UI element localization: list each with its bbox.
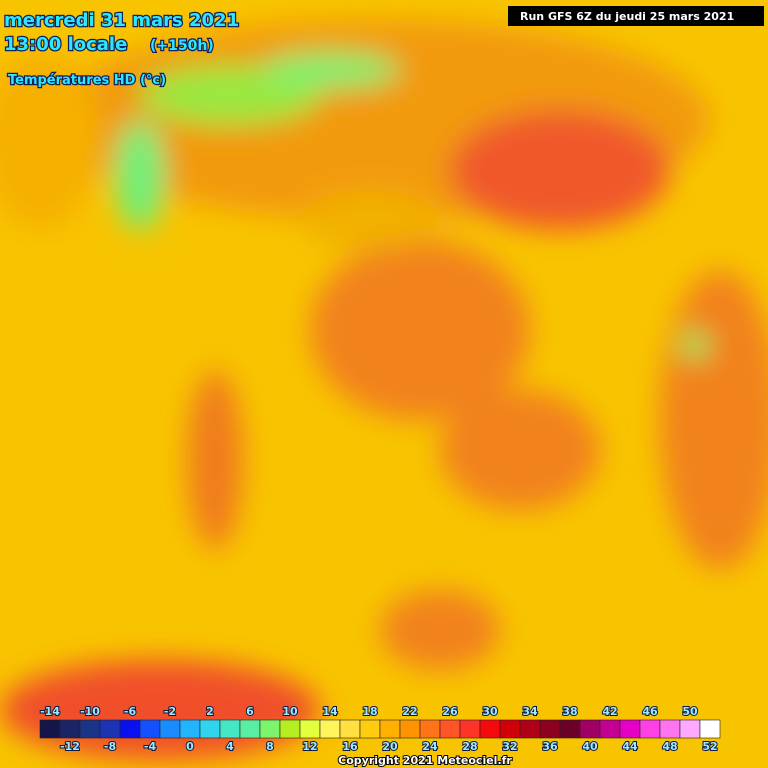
- legend-swatch: [99, 719, 121, 739]
- forecast-lead: (+150h): [150, 38, 214, 54]
- parameter-name: Températures HD (°c): [8, 73, 166, 88]
- legend-label: 42: [602, 705, 617, 718]
- legend-swatch: [439, 719, 461, 739]
- legend-swatch: [459, 719, 481, 739]
- legend-swatch: [559, 719, 581, 739]
- legend-swatch: [699, 719, 721, 739]
- legend-label: 48: [662, 740, 677, 753]
- legend-swatch: [139, 719, 161, 739]
- run-info: Run GFS 6Z du jeudi 25 mars 2021: [520, 10, 734, 23]
- legend-swatch: [39, 719, 61, 739]
- legend-swatch: [259, 719, 281, 739]
- legend-swatch: [579, 719, 601, 739]
- legend-label: 38: [562, 705, 577, 718]
- legend-swatch: [539, 719, 561, 739]
- legend-swatch: [639, 719, 661, 739]
- legend-label: 46: [642, 705, 658, 718]
- legend-label: -4: [144, 740, 157, 753]
- legend-swatch: [79, 719, 101, 739]
- legend-label: 52: [702, 740, 717, 753]
- legend-swatch: [239, 719, 261, 739]
- legend-label: -6: [124, 705, 137, 718]
- color-legend: -14-12-10-8-6-4-202468101214161820222426…: [39, 704, 721, 754]
- legend-label: 26: [442, 705, 458, 718]
- forecast-date: mercredi 31 mars 2021: [4, 10, 239, 31]
- legend-swatch: [379, 719, 401, 739]
- legend-label: 36: [542, 740, 558, 753]
- legend-label: 22: [402, 705, 417, 718]
- legend-swatch: [419, 719, 441, 739]
- legend-label: 8: [266, 740, 274, 753]
- legend-label: 2: [206, 705, 214, 718]
- legend-label: 14: [322, 705, 338, 718]
- legend-swatch: [479, 719, 501, 739]
- legend-swatch: [159, 719, 181, 739]
- legend-swatch: [319, 719, 341, 739]
- forecast-time: 13:00 locale: [4, 34, 127, 55]
- legend-label: 12: [302, 740, 317, 753]
- legend-swatch: [339, 719, 361, 739]
- legend-label: -2: [164, 705, 176, 718]
- temperature-field: [0, 20, 768, 760]
- legend-label: 30: [482, 705, 498, 718]
- legend-label: 50: [682, 705, 698, 718]
- legend-label: 6: [246, 705, 254, 718]
- legend-label: 4: [226, 740, 234, 753]
- legend-label: 32: [502, 740, 517, 753]
- legend-swatch: [499, 719, 521, 739]
- run-banner: [508, 6, 764, 26]
- legend-swatch: [679, 719, 701, 739]
- legend-swatch: [619, 719, 641, 739]
- legend-label: -8: [104, 740, 116, 753]
- legend-label: 34: [522, 705, 538, 718]
- legend-swatch: [179, 719, 201, 739]
- legend-label: -10: [80, 705, 100, 718]
- legend-label: 20: [382, 740, 398, 753]
- legend-swatch: [119, 719, 141, 739]
- legend-swatch: [219, 719, 241, 739]
- legend-swatch: [59, 719, 81, 739]
- legend-swatch: [519, 719, 541, 739]
- legend-swatch: [299, 719, 321, 739]
- legend-label: 44: [622, 740, 638, 753]
- legend-swatch: [199, 719, 221, 739]
- legend-label: -14: [40, 705, 60, 718]
- copyright: Copyright 2021 Meteociel.fr: [338, 754, 512, 767]
- legend-swatch: [599, 719, 621, 739]
- legend-label: 28: [462, 740, 477, 753]
- legend-label: 18: [362, 705, 377, 718]
- legend-swatch: [279, 719, 301, 739]
- legend-label: -12: [60, 740, 80, 753]
- legend-swatch: [399, 719, 421, 739]
- legend-label: 40: [582, 740, 598, 753]
- legend-swatch: [659, 719, 681, 739]
- legend-label: 0: [186, 740, 194, 753]
- legend-swatch: [359, 719, 381, 739]
- legend-label: 24: [422, 740, 438, 753]
- legend-label: 16: [342, 740, 358, 753]
- legend-label: 10: [282, 705, 298, 718]
